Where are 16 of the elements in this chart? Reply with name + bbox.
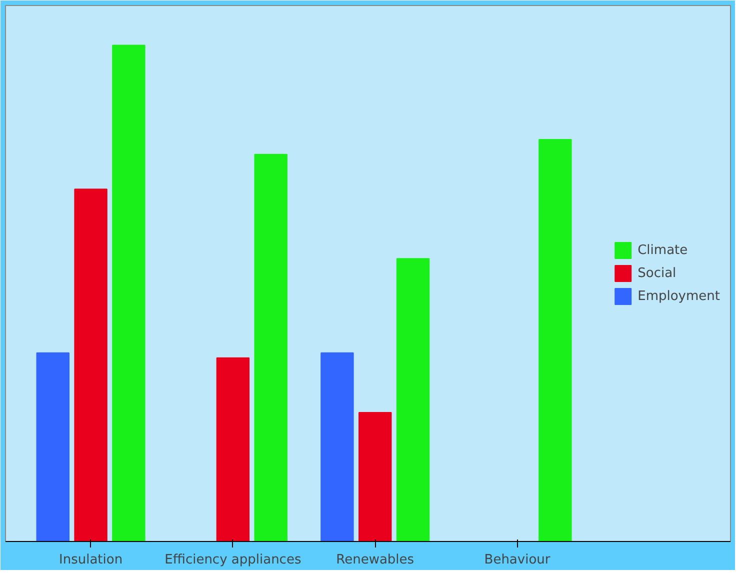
x-tick-label: Efficiency appliances xyxy=(164,552,302,568)
bar xyxy=(36,352,70,542)
legend-label: Employment xyxy=(638,288,720,304)
legend-label: Social xyxy=(638,266,676,280)
bar xyxy=(112,44,146,542)
bar xyxy=(216,357,250,542)
bar xyxy=(358,412,392,542)
bar xyxy=(538,139,572,542)
bar xyxy=(320,352,354,542)
x-tick-label: Renewables xyxy=(336,552,414,568)
x-tick-label: Behaviour xyxy=(484,552,551,568)
legend-label: Climate xyxy=(638,242,688,258)
bar xyxy=(396,258,430,542)
x-tick-label: Insulation xyxy=(59,552,123,568)
bar xyxy=(254,154,288,542)
bar xyxy=(74,188,108,542)
